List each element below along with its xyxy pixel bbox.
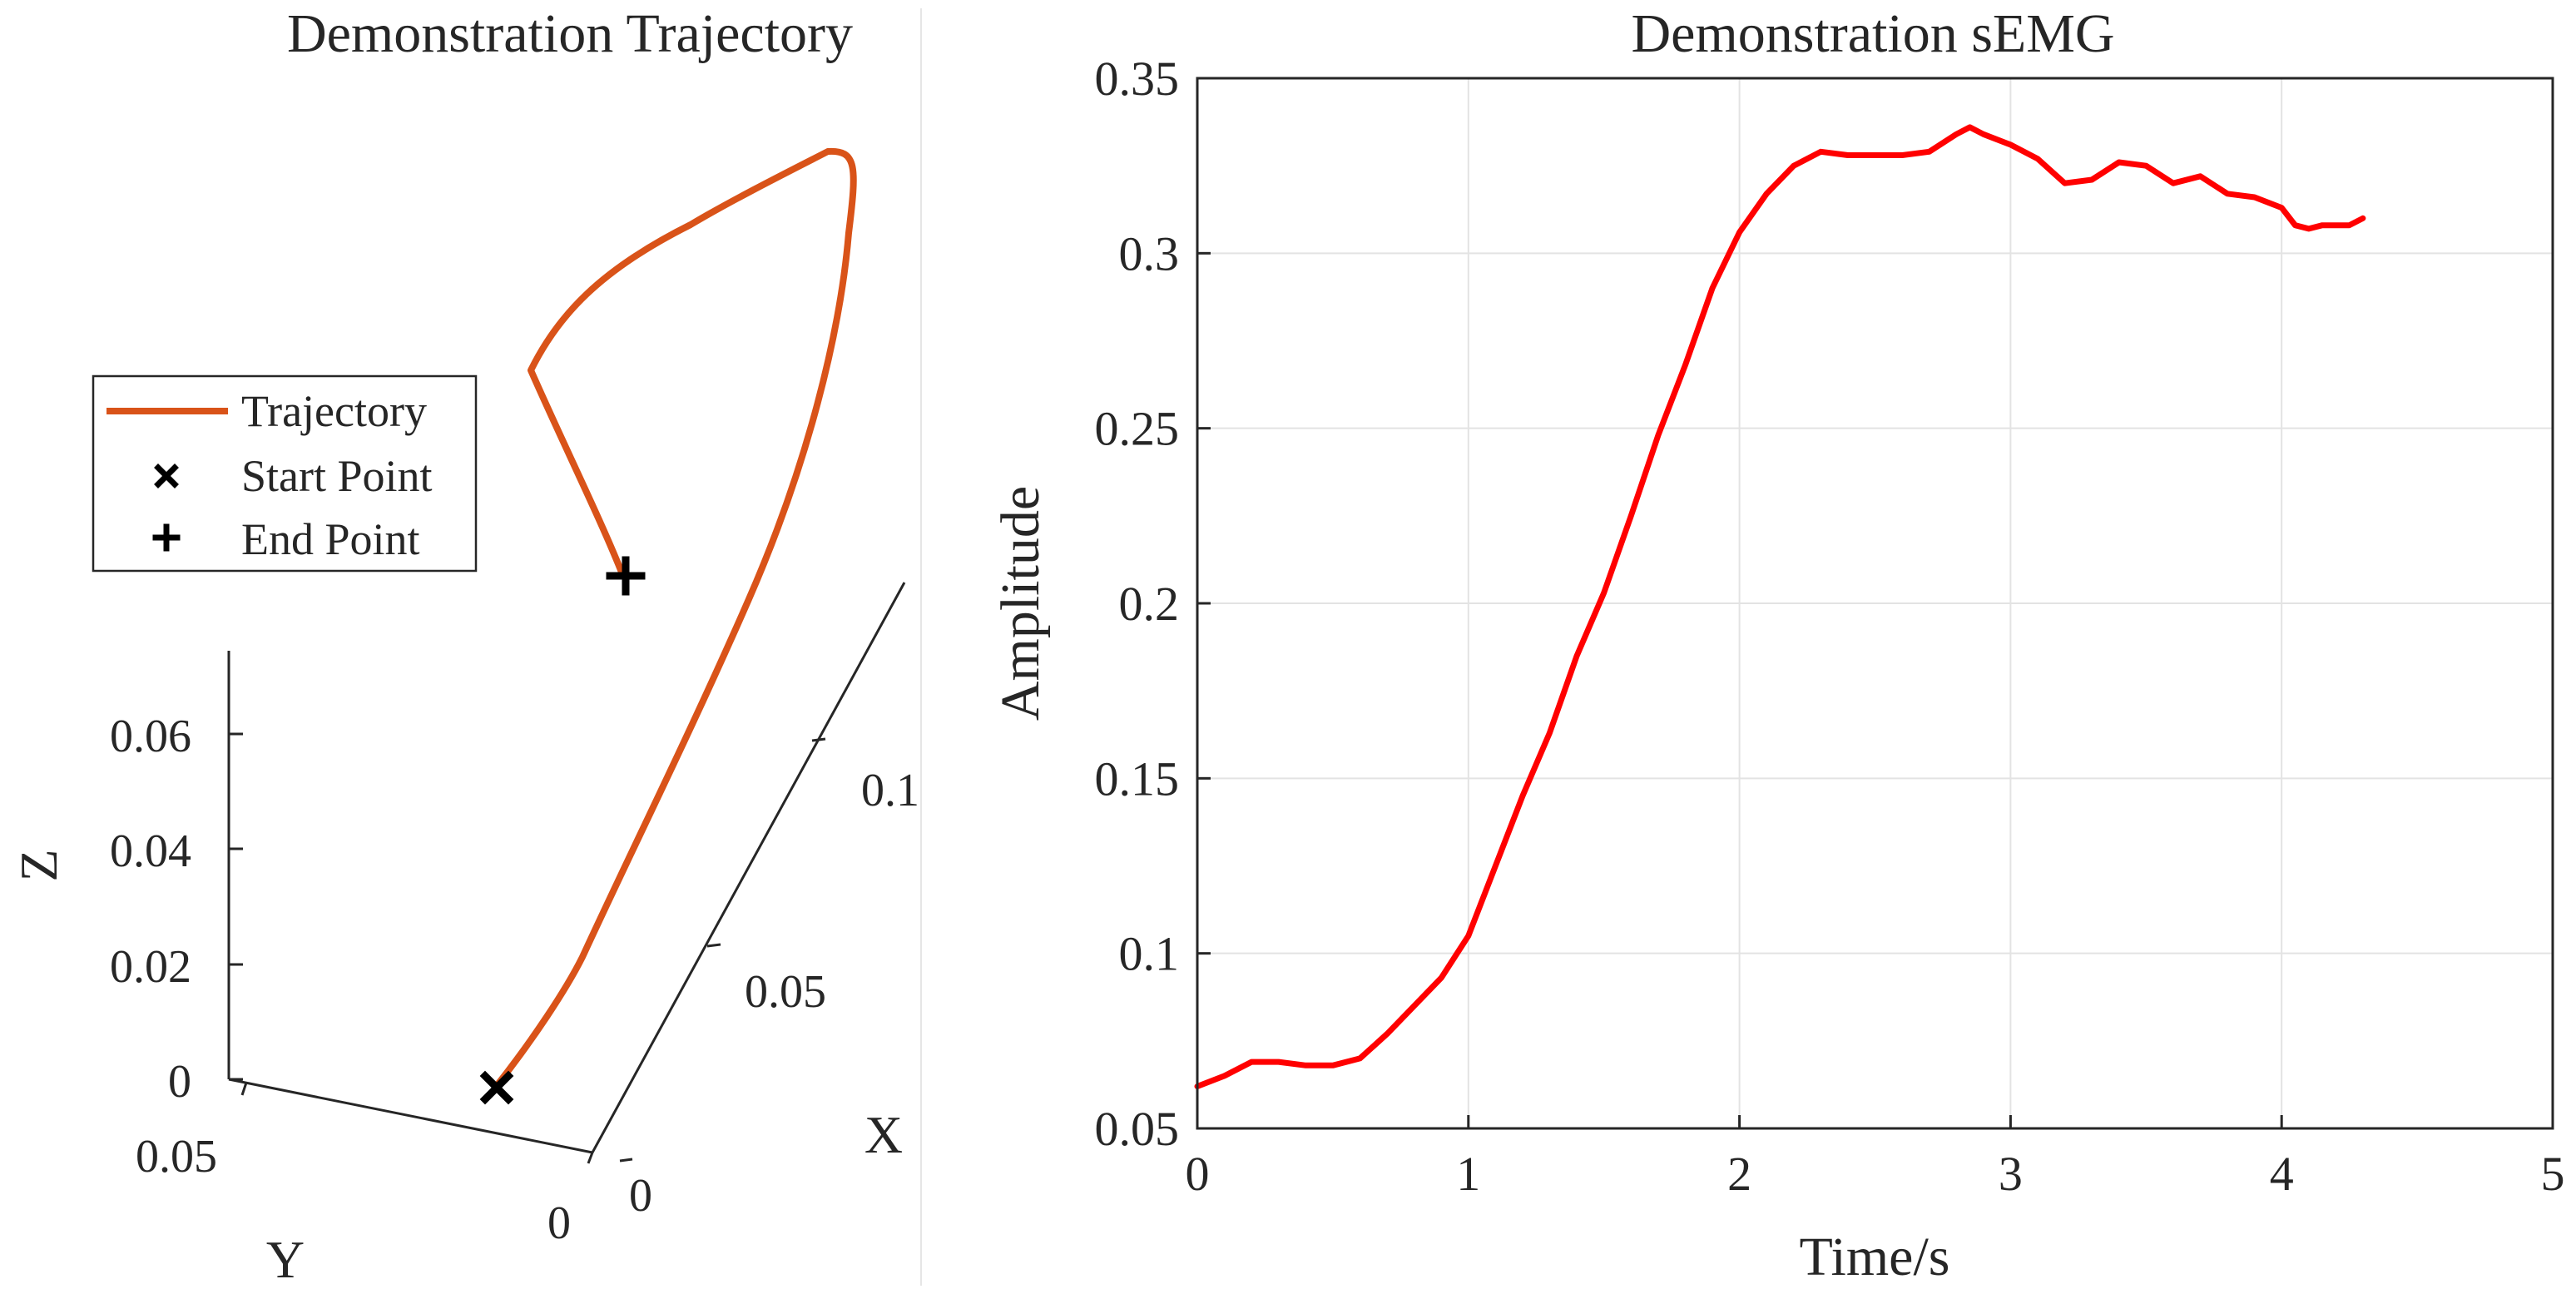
y-tick-label: 0.15 — [1095, 751, 1180, 806]
y-tick-label: 0.05 — [1095, 1102, 1180, 1156]
semg-y-axis-label: Amplitude — [990, 486, 1051, 721]
x-tick-label-1: 0.05 — [745, 966, 826, 1018]
semg-line — [1194, 124, 2366, 1089]
x-axis-line — [591, 582, 906, 1153]
z-ticks — [229, 732, 243, 1081]
x-tick-mark-0 — [619, 1158, 633, 1163]
x-tick-label: 1 — [1456, 1147, 1480, 1201]
end-point-marker — [606, 556, 646, 596]
y-axis-line — [228, 1078, 593, 1154]
legend: Trajectory Start Point End Point — [92, 374, 478, 573]
x-axis-label: X — [864, 1105, 903, 1164]
z-axis-label: Z — [9, 849, 68, 881]
trajectory-title: Demonstration Trajectory — [287, 3, 853, 64]
semg-grid — [1196, 77, 2554, 1129]
y-tick-mark-0 — [587, 1152, 594, 1164]
x-tick-mark-2 — [811, 737, 826, 742]
semg-panel: Demonstration sEMG 0 1 2 3 4 5 0.05 0.1 0.15 0.2… — [990, 3, 2565, 1287]
y-tick-label-0: 0 — [547, 1197, 571, 1249]
legend-end-marker — [152, 523, 181, 552]
y-axis-label: Y — [266, 1230, 305, 1289]
x-tick-label: 3 — [1999, 1147, 2023, 1201]
trajectory-panel: Demonstration Trajectory 0 0.02 0.04 0.0… — [9, 3, 922, 1289]
x-ticks — [619, 737, 826, 1163]
x-tick-label-0: 0 — [629, 1170, 652, 1222]
semg-title: Demonstration sEMG — [1631, 3, 2114, 64]
z-tick-label-2: 0.04 — [110, 825, 191, 877]
y-tick-label-1: 0.05 — [136, 1131, 217, 1182]
legend-label-start-point: Start Point — [241, 451, 433, 501]
x-tick-mark-1 — [706, 943, 721, 948]
x-tick-label: 2 — [1727, 1147, 1751, 1201]
y-tick-label: 0.35 — [1095, 52, 1180, 106]
y-tick-label: 0.1 — [1119, 927, 1180, 981]
y-tick-label: 0.25 — [1095, 402, 1180, 456]
semg-x-axis-label: Time/s — [1800, 1227, 1950, 1287]
x-tick-label: 0 — [1186, 1147, 1210, 1201]
semg-plot-frame — [1196, 77, 2554, 1130]
y-tick-label: 0.3 — [1119, 226, 1180, 280]
legend-label-trajectory: Trajectory — [241, 386, 427, 436]
z-tick-label-3: 0.06 — [110, 711, 191, 762]
x-tick-label: 5 — [2541, 1147, 2565, 1201]
y-ticks — [240, 1082, 594, 1164]
legend-start-marker — [154, 464, 179, 488]
x-tick-label-2: 0.1 — [861, 765, 919, 816]
legend-label-end-point: End Point — [241, 514, 420, 564]
y-tick-label: 0.2 — [1119, 577, 1180, 631]
start-point-marker — [479, 1070, 514, 1105]
z-tick-label-1: 0.02 — [110, 941, 191, 993]
z-tick-label-0: 0 — [168, 1056, 191, 1108]
semg-y-tick-labels: 0.05 0.1 0.15 0.2 0.25 0.3 0.35 — [1095, 52, 1180, 1156]
trajectory-line — [493, 147, 857, 1090]
semg-x-tick-labels: 0 1 2 3 4 5 — [1186, 1147, 2565, 1201]
x-tick-label: 4 — [2270, 1147, 2294, 1201]
y-tick-mark-1 — [240, 1082, 248, 1096]
